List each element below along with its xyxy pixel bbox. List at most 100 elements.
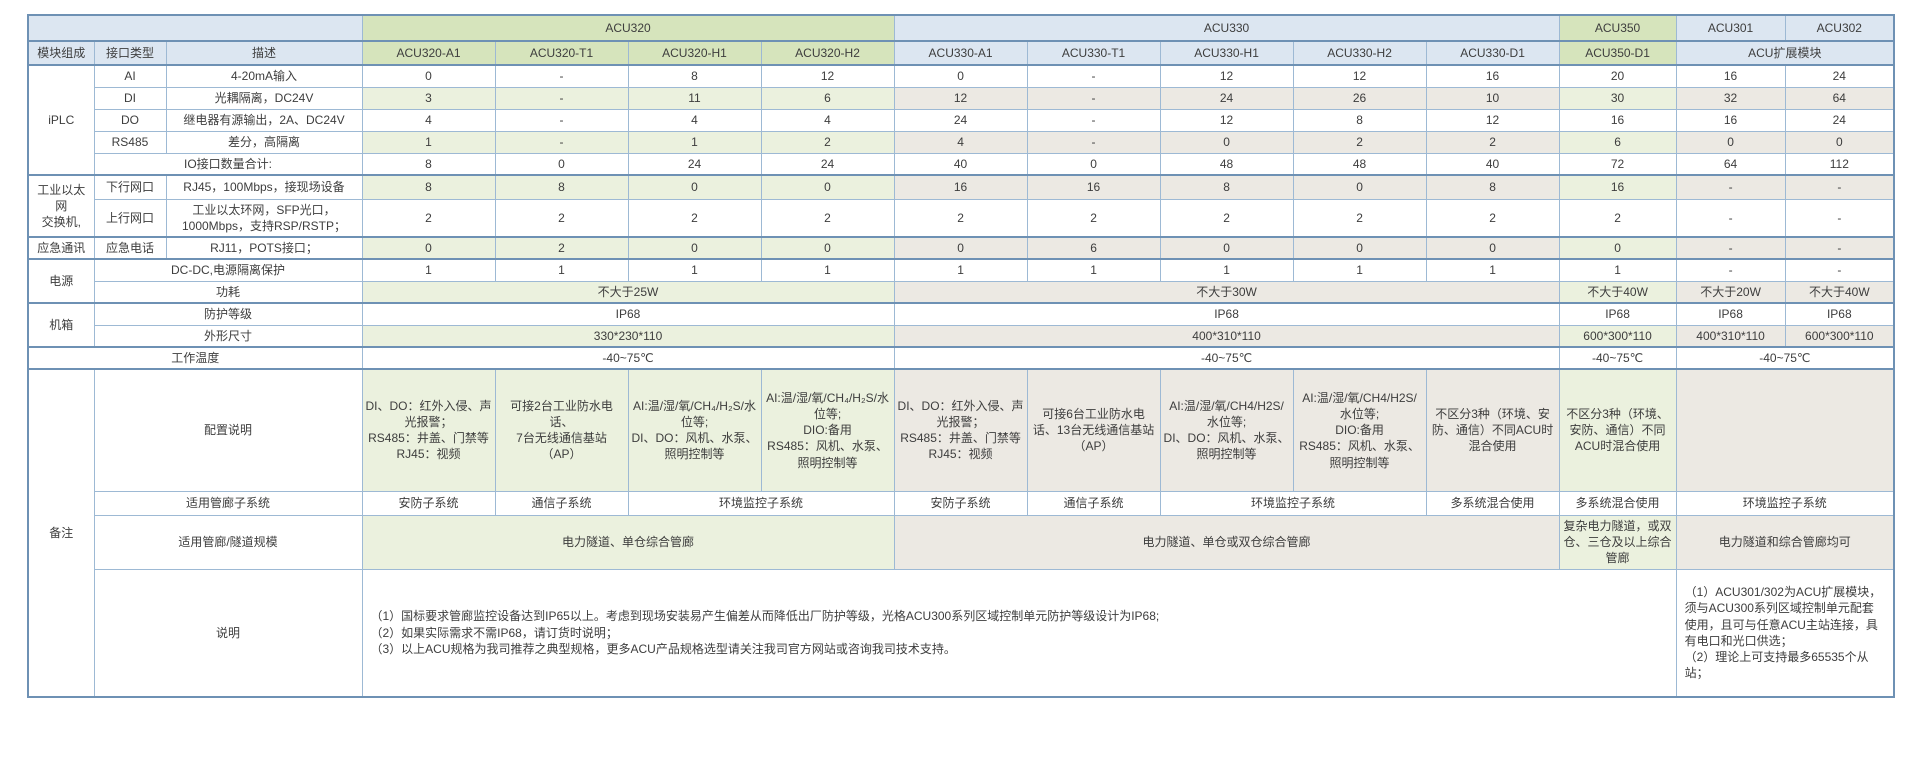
value-cell: 2 (494, 236, 629, 260)
value-cell: 12 (1292, 64, 1427, 88)
row-label-downlink: 下行网口 (93, 174, 167, 200)
value-cell: 1 (1558, 258, 1677, 282)
value-cell: 24 (1784, 64, 1895, 88)
col-header-iface: 接口类型 (93, 40, 167, 66)
section-label-chassis: 机箱 (27, 302, 95, 348)
value-cell: IP68 (1675, 302, 1786, 326)
value-cell: 10 (1425, 86, 1560, 110)
value-cell: - (1784, 198, 1895, 238)
row-label-phone: 应急电话 (93, 236, 167, 260)
value-cell: 48 (1159, 152, 1294, 176)
group-header-acu302: ACU302 (1784, 14, 1895, 42)
value-cell: 64 (1675, 152, 1786, 176)
value-cell: 不大于40W (1558, 280, 1677, 304)
value-cell: - (1026, 64, 1161, 88)
value-cell: 8 (361, 174, 496, 200)
value-cell: 400*310*110 (893, 324, 1560, 348)
value-cell: 8 (627, 64, 762, 88)
value-cell: 16 (1026, 174, 1161, 200)
value-cell: 8 (494, 174, 629, 200)
value-cell: 26 (1292, 86, 1427, 110)
value-cell: 2 (1558, 198, 1677, 238)
value-cell: 复杂电力隧道，或双仓、三仓及以上综合管廊 (1558, 514, 1677, 570)
config-cell: DI、DO：红外入侵、声光报警； RS485：井盖、门禁等 RJ45：视频 (893, 368, 1028, 492)
value-cell: 72 (1558, 152, 1677, 176)
value-cell: 8 (1425, 174, 1560, 200)
value-cell: 8 (1292, 108, 1427, 132)
value-cell: 2 (494, 198, 629, 238)
value-cell: -40~75℃ (1558, 346, 1677, 370)
col-header-module: 模块组成 (27, 40, 95, 66)
value-cell: 1 (1026, 258, 1161, 282)
col-header-model: ACU330-H1 (1159, 40, 1294, 66)
value-cell: - (494, 130, 629, 154)
value-cell: 2 (1159, 198, 1294, 238)
value-cell: 多系统混合使用 (1558, 490, 1677, 516)
row-label-protection: 防护等级 (93, 302, 363, 326)
row-label-di: DI (93, 86, 167, 110)
value-cell: 24 (627, 152, 762, 176)
row-label-dimensions: 外形尺寸 (93, 324, 363, 348)
value-cell: 112 (1784, 152, 1895, 176)
value-cell: IP68 (1558, 302, 1677, 326)
value-cell: 安防子系统 (893, 490, 1028, 516)
value-cell: 16 (1675, 64, 1786, 88)
value-cell: 0 (893, 236, 1028, 260)
value-cell: -40~75℃ (893, 346, 1560, 370)
value-cell: 1 (627, 258, 762, 282)
value-cell: 48 (1292, 152, 1427, 176)
value-cell: 2 (627, 198, 762, 238)
value-cell: 64 (1784, 86, 1895, 110)
value-cell: 20 (1558, 64, 1677, 88)
config-cell: AI:温/湿/氧/CH4/H2S/水位等; DIO:备用 RS485：风机、水泵… (1292, 368, 1427, 492)
row-label-temperature: 工作温度 (27, 346, 363, 370)
value-cell: 0 (361, 64, 496, 88)
value-cell: 1 (627, 130, 762, 154)
row-label-dcdc: DC-DC,电源隔离保护 (93, 258, 363, 282)
value-cell: 330*230*110 (361, 324, 895, 348)
group-header-acu301: ACU301 (1675, 14, 1786, 42)
col-header-model: ACU330-D1 (1425, 40, 1560, 66)
value-cell: 30 (1558, 86, 1677, 110)
col-header-model: ACU320-H1 (627, 40, 762, 66)
config-cell: AI:温/湿/氧/CH₄/H₂S/水位等; DIO:备用 RS485：风机、水泵… (760, 368, 895, 492)
value-cell: 16 (893, 174, 1028, 200)
section-label-iplc: iPLC (27, 64, 95, 176)
col-header-model: ACU330-T1 (1026, 40, 1161, 66)
col-header-desc: 描述 (165, 40, 363, 66)
value-cell: 通信子系统 (494, 490, 629, 516)
value-cell: 2 (893, 198, 1028, 238)
value-cell: 电力隧道、单仓综合管廊 (361, 514, 895, 570)
value-cell: - (1675, 174, 1786, 200)
row-desc-rs485: 差分，高隔离 (165, 130, 363, 154)
value-cell: 24 (893, 108, 1028, 132)
value-cell: 11 (627, 86, 762, 110)
value-cell: - (1675, 198, 1786, 238)
row-label-uplink: 上行网口 (93, 198, 167, 238)
value-cell: - (1784, 258, 1895, 282)
value-cell: 1 (1159, 258, 1294, 282)
value-cell: 6 (1026, 236, 1161, 260)
value-cell: 24 (760, 152, 895, 176)
value-cell: 40 (893, 152, 1028, 176)
row-label-scale: 适用管廊/隧道规模 (93, 514, 363, 570)
value-cell: 安防子系统 (361, 490, 496, 516)
value-cell: -40~75℃ (361, 346, 895, 370)
value-cell: IP68 (361, 302, 895, 326)
corner-cell (27, 14, 363, 42)
value-cell: 16 (1558, 174, 1677, 200)
config-cell: AI:温/湿/氧/CH4/H2S/水位等; DI、DO：风机、水泵、照明控制等 (1159, 368, 1294, 492)
value-cell: 0 (760, 174, 895, 200)
value-cell: 通信子系统 (1026, 490, 1161, 516)
col-header-model: ACU320-H2 (760, 40, 895, 66)
value-cell: 16 (1558, 108, 1677, 132)
value-cell: 8 (1159, 174, 1294, 200)
value-cell: 多系统混合使用 (1425, 490, 1560, 516)
section-label-power: 电源 (27, 258, 95, 304)
value-cell: -40~75℃ (1675, 346, 1895, 370)
value-cell: 3 (361, 86, 496, 110)
value-cell: 4 (893, 130, 1028, 154)
col-header-model: ACU330-A1 (893, 40, 1028, 66)
value-cell: 40 (1425, 152, 1560, 176)
value-cell: - (494, 108, 629, 132)
